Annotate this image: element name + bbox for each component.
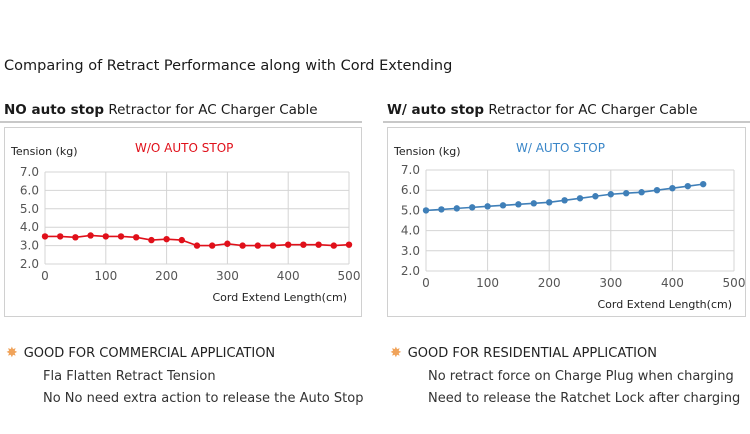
data-point (269, 242, 277, 249)
data-point (178, 236, 185, 244)
right-bullet-1: No retract force on Charge Plug when cha… (428, 369, 734, 384)
data-point (345, 241, 353, 248)
data-point (72, 234, 79, 241)
x-axis-label: Cord Extend Length(cm) (213, 291, 348, 304)
y-tick-label: 5.0 (20, 202, 39, 216)
data-point (133, 234, 140, 241)
data-point (469, 204, 476, 211)
data-point (684, 182, 691, 190)
data-point (422, 207, 430, 214)
data-point (163, 235, 170, 243)
data-point (515, 201, 522, 208)
data-point (453, 205, 460, 212)
data-point (148, 236, 155, 244)
y-tick-label: 3.0 (401, 244, 420, 258)
data-point (41, 233, 49, 240)
left-panel-title-bold: NO auto stop (4, 102, 105, 118)
series-annotation: W/O AUTO STOP (135, 141, 233, 155)
data-point (653, 187, 661, 194)
x-tick-label: 200 (538, 276, 561, 290)
y-tick-label: 7.0 (401, 163, 420, 177)
right-chart-frame: 2.0 3.0 4.0 5.0 6.0 7.0 0 100 200 300 400 500 Tensio… (387, 127, 746, 317)
data-point (530, 200, 537, 207)
data-point (484, 203, 491, 210)
right-feature-text: GOOD FOR RESIDENTIAL APPLICATION (407, 346, 657, 361)
data-point (438, 206, 445, 213)
data-point (102, 233, 110, 240)
data-point (239, 242, 246, 249)
y-tick-label: 4.0 (20, 220, 39, 234)
data-point (561, 197, 568, 204)
y-tick-label: 6.0 (20, 183, 39, 197)
left-feature-text: GOOD FOR COMMERCIAL APPLICATION (23, 346, 276, 361)
x-tick-label: 0 (41, 269, 49, 283)
data-point (330, 242, 337, 249)
data-point (700, 180, 707, 188)
x-tick-label: 0 (422, 276, 430, 290)
y-tick-label: 5.0 (401, 203, 420, 217)
data-point (607, 191, 614, 198)
left-tension-chart: 2.0 3.0 4.0 5.0 6.0 7.0 0 100 200 300 400 500 Tensio… (10, 141, 361, 304)
right-panel-title-bold: W/ auto stop (387, 102, 485, 118)
x-tick-label: 300 (599, 276, 622, 290)
data-point (285, 241, 292, 248)
data-point (669, 184, 676, 192)
left-chart-frame: 2.0 3.0 4.0 5.0 6.0 7.0 0 100 200 300 400 500 Tensio… (4, 127, 362, 317)
data-point (300, 241, 307, 248)
y-axis-label: Tension (kg) (393, 145, 461, 158)
right-bullet-2: Need to release the Ratchet Lock after c… (428, 391, 741, 406)
data-point (57, 233, 64, 240)
data-point (576, 195, 584, 202)
x-tick-label: 100 (476, 276, 499, 290)
x-tick-label: 400 (661, 276, 684, 290)
y-tick-label: 2.0 (401, 264, 420, 278)
left-panel-title-rest: Retractor for AC Charger Cable (104, 102, 318, 118)
y-tick-label: 4.0 (401, 224, 420, 238)
y-tick-label: 2.0 (20, 257, 39, 271)
sun-icon: ✸ (6, 345, 18, 361)
data-point (499, 202, 507, 209)
data-point (224, 240, 231, 247)
main-title: Comparing of Retract Performance along w… (4, 58, 453, 74)
data-point (638, 189, 645, 196)
right-feature-heading: ✸ GOOD FOR RESIDENTIAL APPLICATION (390, 345, 657, 361)
data-point (254, 242, 261, 249)
left-panel-title: NO auto stop Retractor for AC Charger Ca… (4, 102, 318, 118)
sun-icon: ✸ (390, 345, 402, 361)
x-tick-label: 500 (723, 276, 745, 290)
data-point (87, 232, 94, 239)
left-feature-heading: ✸ GOOD FOR COMMERCIAL APPLICATION (6, 345, 275, 361)
x-tick-label: 400 (277, 269, 300, 283)
x-tick-label: 200 (155, 269, 178, 283)
data-point (546, 199, 553, 206)
left-bullet-2: No No need extra action to release the A… (43, 391, 364, 406)
data-point (209, 242, 216, 249)
x-tick-label: 100 (94, 269, 117, 283)
x-axis-label: Cord Extend Length(cm) (598, 298, 733, 311)
data-point (315, 241, 322, 248)
data-point (117, 233, 125, 240)
right-tension-chart: 2.0 3.0 4.0 5.0 6.0 7.0 0 100 200 300 400 500 Tensio… (393, 141, 745, 311)
y-axis-label: Tension (kg) (10, 145, 78, 158)
x-tick-label: 500 (338, 269, 361, 283)
right-panel-title: W/ auto stop Retractor for AC Charger Ca… (387, 102, 698, 118)
right-title-divider (383, 121, 750, 123)
y-tick-label: 6.0 (401, 183, 420, 197)
right-panel-title-rest: Retractor for AC Charger Cable (484, 102, 698, 118)
data-point (592, 193, 599, 200)
left-title-divider (0, 121, 362, 123)
data-point (193, 242, 201, 249)
data-point (623, 190, 630, 197)
y-tick-label: 3.0 (20, 239, 39, 253)
x-tick-label: 300 (216, 269, 239, 283)
y-tick-label: 7.0 (20, 165, 39, 179)
series-annotation: W/ AUTO STOP (516, 141, 605, 155)
left-bullet-1: Fla Flatten Retract Tension (43, 369, 216, 384)
